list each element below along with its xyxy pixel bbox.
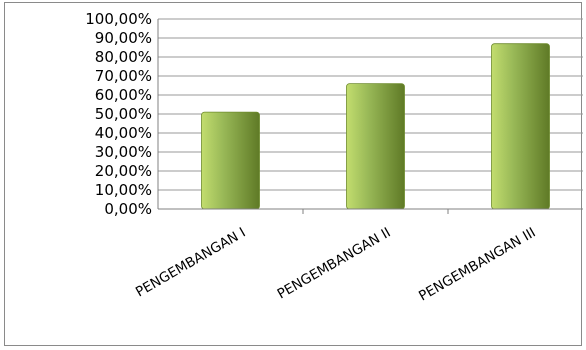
y-tick-label: 10,00% — [95, 181, 152, 199]
y-tick-labels: 0,00%10,00%20,00%30,00%40,00%50,00%60,00… — [85, 10, 152, 218]
x-category-label: PENGEMBANGAN II — [275, 225, 394, 303]
bar — [201, 111, 260, 210]
y-tick-label: 30,00% — [95, 143, 152, 161]
chart-container: 0,00% 10,00% 20,00% 30,00% 40,00% 50,00% 60,00… — [4, 2, 583, 346]
y-tick-label: 0,00% — [104, 200, 152, 218]
bar — [491, 43, 550, 210]
category-labels: PENGEMBANGAN I PENGEMBANGAN II PENGEMBANGA… — [133, 225, 538, 305]
bar — [346, 83, 405, 210]
bar-chart: 0,00%10,00%20,00%30,00%40,00%50,00%60,00… — [85, 10, 583, 305]
x-category-label: PENGEMBANGAN I — [133, 225, 248, 301]
y-tick-label: 90,00% — [95, 29, 152, 47]
y-tick-label: 60,00% — [95, 86, 152, 104]
y-tick-label: 100,00% — [85, 10, 152, 28]
y-tick-label: 70,00% — [95, 67, 152, 85]
y-tick-label: 80,00% — [95, 48, 152, 66]
y-tick-label: 40,00% — [95, 124, 152, 142]
y-tick-label: 50,00% — [95, 105, 152, 123]
y-tick-label: 20,00% — [95, 162, 152, 180]
axes — [157, 19, 583, 214]
x-category-label: PENGEMBANGAN III — [416, 225, 538, 305]
bars — [201, 43, 550, 210]
